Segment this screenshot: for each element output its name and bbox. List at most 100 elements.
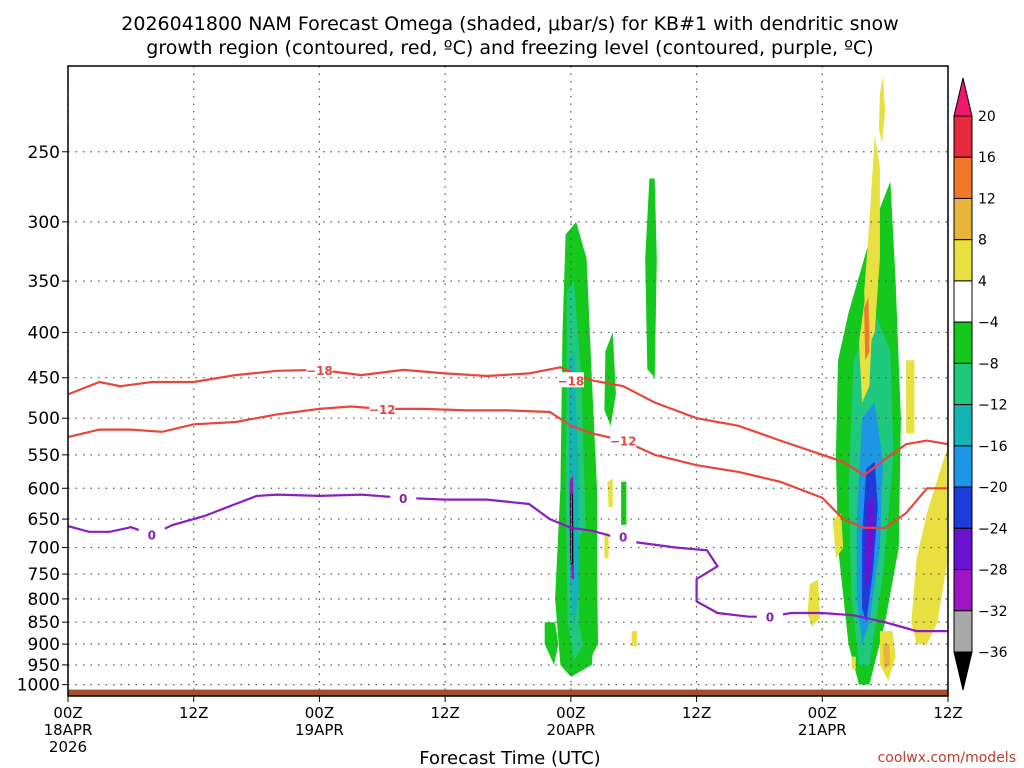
omega-region-9: [621, 481, 627, 525]
colorbar-top-triangle: [953, 77, 973, 117]
x-tick-label: 12Z: [933, 704, 962, 722]
contour-label-bg: [390, 489, 417, 505]
omega-region-27: [631, 631, 637, 647]
colorbar-label: −32: [978, 604, 1008, 620]
colorbar-label: −8: [978, 356, 999, 372]
y-tick-label: 700: [28, 539, 60, 559]
contour-label-bg: [610, 432, 637, 448]
colorbar-box: [953, 486, 973, 529]
omega-region-19: [911, 447, 948, 645]
x-tick-label: 12Z: [682, 704, 711, 722]
contour-line-1: [68, 405, 948, 529]
colorbar-label: 20: [978, 109, 996, 125]
x-tick-label: 00Z: [53, 704, 82, 722]
contour-layer: −18 −18 −12 −12 0 0 0 0: [68, 361, 948, 633]
omega-region-14: [865, 494, 875, 590]
omega-region-24: [807, 579, 821, 627]
y-tick-label: 600: [28, 479, 60, 499]
contour-label-2-2: 0: [619, 530, 627, 544]
contour-label-2-0: 0: [148, 529, 156, 543]
contour-line-0: [68, 366, 948, 477]
y-tick-label: 300: [28, 213, 60, 233]
omega-region-7: [544, 622, 559, 665]
x-tick-label: 00Z: [556, 704, 585, 722]
y-tick-label: 650: [28, 510, 60, 530]
contour-label-0-1: −18: [557, 374, 584, 388]
colorbar-box: [953, 280, 973, 323]
colorbar-box: [953, 115, 973, 158]
x-tick-label: 00Z: [305, 704, 334, 722]
x-axis-title: Forecast Time (UTC): [419, 748, 600, 768]
contour-label-bg: [138, 526, 165, 542]
x-tick-label: 12Z: [430, 704, 459, 722]
colorbar-box: [953, 156, 973, 199]
colorbar-box: [953, 610, 973, 653]
contour-label-2-3: 0: [766, 611, 774, 625]
x-tick-date-label: 19APR: [295, 721, 344, 739]
colorbar-label: −12: [978, 398, 1008, 414]
colorbar-box: [953, 404, 973, 447]
plot-frame: [67, 65, 949, 697]
omega-region-25: [607, 478, 613, 507]
x-tick-date-label: 21APR: [798, 721, 847, 739]
omega-region-20: [906, 360, 915, 434]
terrain-band: [68, 689, 948, 696]
y-axis: 250 300 350 400 450 500 550 600 650 700 750 800 850 9…: [17, 143, 68, 696]
omega-region-5: [645, 178, 657, 378]
colorbar-box: [953, 239, 973, 282]
colorbar-label: 12: [978, 191, 996, 207]
omega-region-28: [851, 656, 856, 669]
x-tick-year-label: 2026: [49, 738, 87, 756]
y-tick-label: 400: [28, 323, 60, 343]
omega-region-22: [883, 644, 891, 669]
x-tick-date-label: 18APR: [44, 721, 93, 739]
y-tick-label: 500: [28, 409, 60, 429]
contour-label-2-1: 0: [399, 492, 407, 506]
chart-title-line-1: 2026041800 NAM Forecast Omega (shaded, μ…: [121, 13, 898, 35]
colorbar-box: [953, 569, 973, 612]
colorbar-bottom-triangle: [953, 651, 973, 691]
colorbar-label: −24: [978, 521, 1008, 537]
x-tick-date-label: 20APR: [546, 721, 595, 739]
colorbar-box: [953, 362, 973, 406]
y-tick-label: 250: [28, 143, 60, 163]
colorbar-label: 4: [978, 274, 987, 290]
colorbar-label: −16: [978, 439, 1008, 455]
x-tick-label: 12Z: [179, 704, 208, 722]
contour-label-0-0: −18: [306, 364, 333, 378]
colorbar-box: [953, 445, 973, 488]
colorbar-box: [953, 527, 973, 571]
contour-label-1-0: −12: [369, 403, 396, 417]
omega-region-26: [604, 530, 609, 559]
colorbar-label: −20: [978, 480, 1008, 496]
omega-region-4: [570, 494, 573, 565]
y-tick-label: 350: [28, 272, 60, 292]
colorbar-label: 16: [978, 150, 996, 166]
colorbar-label: −36: [978, 645, 1008, 661]
colorbar-label: −28: [978, 563, 1008, 579]
omega-region-8: [579, 519, 599, 665]
y-tick-label: 450: [28, 369, 60, 389]
contour-label-bg: [610, 528, 637, 544]
contour-label-1-1: −12: [610, 435, 637, 449]
omega-region-15: [878, 75, 886, 144]
colorbar-box: [953, 197, 973, 241]
contour-label-bg: [756, 608, 783, 624]
terrain-layer: [68, 689, 948, 696]
contour-label-bg: [306, 361, 333, 377]
y-tick-label: 850: [28, 613, 60, 633]
y-tick-label: 800: [28, 590, 60, 610]
colorbar: 20 16 12 8 4 −4 −8 −12 −16 −20 −24 −28 −32 −36: [953, 77, 1008, 691]
contour-label-bg: [369, 400, 396, 416]
y-tick-label: 750: [28, 565, 60, 585]
omega-region-18: [864, 297, 870, 361]
y-tick-label: 950: [28, 656, 60, 676]
colorbar-box: [953, 321, 973, 364]
y-tick-label: 1000: [17, 676, 60, 696]
contour-label-bg: [557, 372, 584, 388]
omega-shading-layer: [544, 75, 948, 685]
y-tick-label: 550: [28, 446, 60, 466]
credit-text: coolwx.com/models: [878, 750, 1016, 766]
